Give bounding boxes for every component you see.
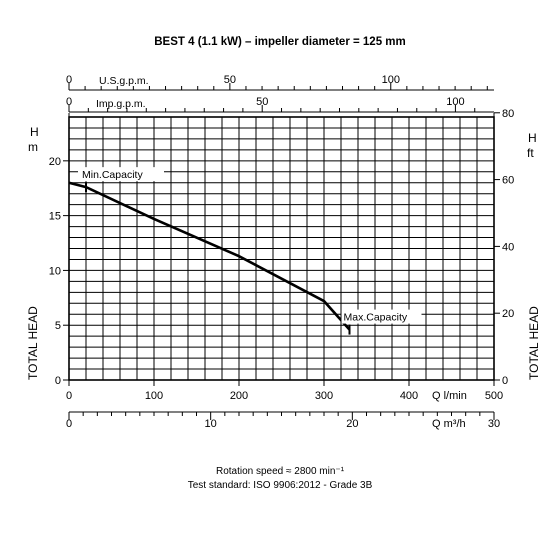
imp-gpm-tick-label: 50: [256, 96, 268, 108]
footer-test-standard: Test standard: ISO 9906:2012 - Grade 3B: [188, 480, 373, 491]
x-m3h-tick-label: 20: [346, 418, 358, 430]
y-left-tick-label: 5: [55, 320, 61, 332]
x-lpm-tick-label: 100: [145, 390, 163, 402]
y-left-tick-label: 10: [49, 265, 61, 277]
y-right-tick-label: 60: [502, 175, 514, 187]
annotations: Min.Capacity Max.Capacity: [78, 167, 422, 335]
footer-rotation-speed: Rotation speed ≈ 2800 min⁻¹: [216, 466, 345, 477]
max-capacity-label: Max.Capacity: [344, 312, 408, 324]
y-label-right: TOTAL HEAD: [527, 306, 541, 380]
x-m3h-tick-label: 0: [66, 418, 72, 430]
chart-title: BEST 4 (1.1 kW) – impeller diameter = 12…: [154, 36, 406, 48]
head-curve-line: [68, 181, 351, 331]
y-right-tick-label: 0: [502, 375, 508, 387]
imp-gpm-label: Imp.g.p.m.: [96, 98, 146, 110]
y-right-tick-label: 40: [502, 241, 514, 253]
y-left-unit: m: [28, 140, 38, 154]
x-unit-lpm: Q l/min: [432, 390, 467, 402]
series-layer: [68, 181, 351, 331]
imp-gpm-tick-label: 100: [446, 96, 464, 108]
y-label-left: TOTAL HEAD: [26, 306, 40, 380]
y-left-unit-symbol: H: [30, 125, 39, 139]
x-lpm-tick-label: 400: [400, 390, 418, 402]
x-unit-m3h: Q m³/h: [432, 418, 466, 430]
us-gpm-tick-label: 50: [224, 74, 236, 86]
y-right-tick-label: 20: [502, 308, 514, 320]
grid: [69, 117, 494, 380]
y-right-unit: ft: [527, 146, 534, 160]
x-lpm-tick-label: 500: [485, 390, 503, 402]
y-left-tick-label: 15: [49, 211, 61, 223]
x-lpm-tick-label: 300: [315, 390, 333, 402]
y-right-unit-symbol: H: [528, 131, 537, 145]
us-gpm-tick-label: 100: [382, 74, 400, 86]
y-right-tick-label: 80: [502, 108, 514, 120]
max-capacity-label-bg: [341, 309, 422, 324]
min-capacity-label-bg: [78, 167, 164, 182]
x-lpm-tick-label: 0: [66, 390, 72, 402]
y-left-tick-label: 20: [49, 156, 61, 168]
min-capacity-label: Min.Capacity: [82, 169, 143, 181]
us-gpm-tick-label: 0: [66, 74, 72, 86]
x-lpm-tick-label: 200: [230, 390, 248, 402]
x-m3h-tick-label: 30: [488, 418, 500, 430]
imp-gpm-tick-label: 0: [66, 96, 72, 108]
us-gpm-label: U.S.g.p.m.: [99, 75, 149, 87]
y-left-tick-label: 0: [55, 375, 61, 387]
x-m3h-tick-label: 10: [205, 418, 217, 430]
